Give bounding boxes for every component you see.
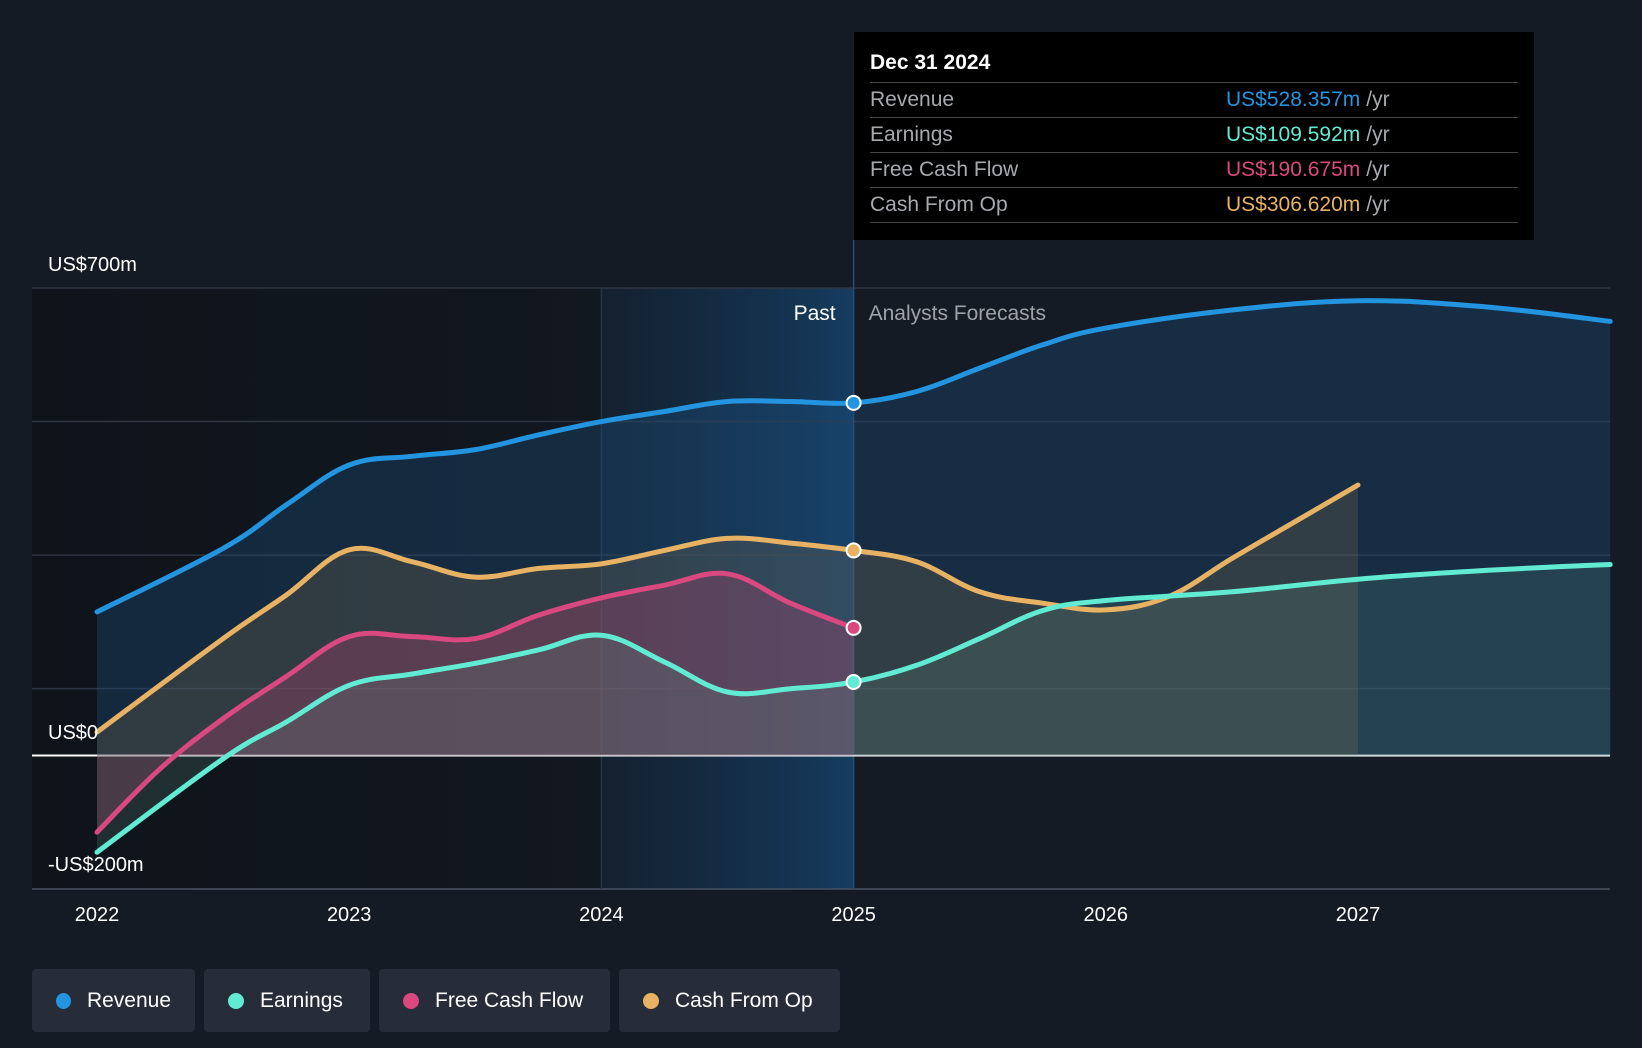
tooltip: Dec 31 2024 Revenue US$528.357m /yr Earn…: [854, 32, 1534, 240]
legend-item-cash-from-op[interactable]: Cash From Op: [619, 969, 840, 1032]
tooltip-value: US$528.357m: [1226, 88, 1361, 111]
tooltip-label: Cash From Op: [870, 193, 1008, 216]
x-tick-label: 2022: [75, 904, 120, 926]
tooltip-row-cfo: Cash From Op US$306.620m /yr: [870, 188, 1518, 223]
area-earnings: [97, 564, 1611, 853]
legend-dot-icon: [228, 992, 244, 1009]
x-tick-label: 2023: [327, 904, 372, 926]
y-label-bottom: -US$200m: [48, 854, 144, 876]
legend-label: Free Cash Flow: [435, 988, 584, 1012]
tooltip-unit: /yr: [1366, 193, 1390, 216]
marker-revenue: [845, 394, 862, 411]
tooltip-unit: /yr: [1366, 158, 1390, 181]
x-tick-label: 2025: [831, 904, 876, 926]
tooltip-unit: /yr: [1366, 123, 1390, 146]
y-label-top: US$700m: [48, 254, 137, 276]
legend-item-free-cash-flow[interactable]: Free Cash Flow: [379, 969, 610, 1032]
marker-fcf: [845, 619, 862, 636]
tooltip-value: US$109.592m: [1226, 123, 1361, 146]
tooltip-value: US$190.675m: [1226, 158, 1361, 181]
series-line-earnings: [94, 562, 1613, 855]
tooltip-row-earnings: Earnings US$109.592m /yr: [870, 118, 1518, 153]
marker-earnings: [845, 673, 862, 690]
forecast-label: Analysts Forecasts: [869, 302, 1046, 325]
x-tick-label: 2026: [1084, 904, 1129, 926]
legend-item-revenue[interactable]: Revenue: [32, 969, 195, 1032]
x-tick-label: 2024: [579, 904, 624, 926]
marker-cfo: [845, 542, 862, 559]
series-line-fcf: [94, 570, 857, 835]
legend-label: Revenue: [86, 988, 171, 1012]
area-fcf: [97, 573, 854, 833]
tooltip-value: US$306.620m: [1226, 193, 1361, 216]
area-revenue: [97, 300, 1611, 756]
y-label-zero: US$0: [48, 722, 98, 744]
tooltip-label: Earnings: [870, 123, 953, 146]
tooltip-label: Free Cash Flow: [870, 158, 1019, 181]
legend: Revenue Earnings Free Cash Flow Cash Fro…: [32, 969, 840, 1032]
area-cfo: [97, 485, 1358, 756]
legend-dot-icon: [56, 992, 71, 1009]
tooltip-row-fcf: Free Cash Flow US$190.675m /yr: [870, 153, 1518, 188]
tooltip-unit: /yr: [1366, 88, 1390, 111]
legend-dot-icon: [403, 992, 419, 1009]
legend-label: Earnings: [260, 988, 343, 1012]
series-line-revenue: [94, 298, 1613, 615]
legend-label: Cash From Op: [675, 988, 813, 1012]
tooltip-date: Dec 31 2024: [870, 48, 1518, 83]
tooltip-row-revenue: Revenue US$528.357m /yr: [870, 83, 1518, 118]
legend-dot-icon: [643, 992, 659, 1009]
tooltip-label: Revenue: [870, 88, 955, 111]
past-label: Past: [794, 302, 836, 325]
x-tick-label: 2027: [1336, 904, 1381, 926]
legend-item-earnings[interactable]: Earnings: [204, 969, 370, 1032]
